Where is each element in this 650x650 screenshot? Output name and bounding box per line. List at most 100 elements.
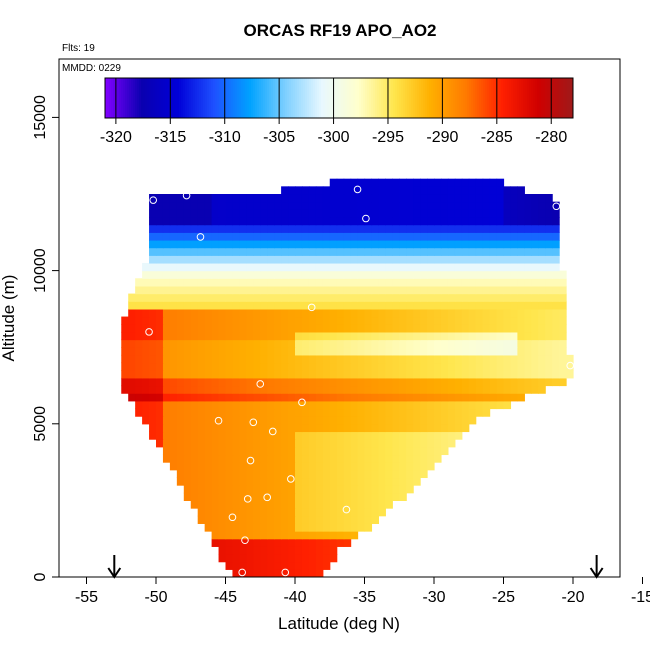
heatmap-cell xyxy=(281,293,289,302)
heatmap-cell xyxy=(329,308,338,318)
heatmap-cell xyxy=(440,400,449,410)
heatmap-cell xyxy=(218,538,227,547)
heatmap-cell xyxy=(385,462,393,471)
heatmap-cell xyxy=(406,232,414,241)
heatmap-cell xyxy=(461,232,470,241)
heatmap-cell xyxy=(350,247,359,256)
heatmap-cell xyxy=(281,324,289,333)
heatmap-cell xyxy=(246,362,254,371)
x-tick-label: -25 xyxy=(492,589,515,606)
heatmap-cell xyxy=(440,186,449,195)
heatmap-cell xyxy=(253,400,261,410)
heatmap-cell xyxy=(510,255,518,264)
heatmap-cell xyxy=(510,370,518,379)
heatmap-cell xyxy=(427,278,435,287)
heatmap-cell xyxy=(468,285,477,295)
heatmap-cell xyxy=(211,354,220,364)
heatmap-cell xyxy=(295,339,303,348)
colorbar-swatch xyxy=(321,78,324,118)
colorbar-swatch xyxy=(543,78,546,118)
heatmap-cell xyxy=(461,385,470,394)
heatmap-cell xyxy=(322,469,331,479)
heatmap-cell xyxy=(454,186,463,195)
heatmap-cell xyxy=(489,393,498,402)
heatmap-cell xyxy=(420,446,428,456)
heatmap-cell xyxy=(468,255,477,264)
heatmap-cell xyxy=(295,293,303,302)
heatmap-cell xyxy=(260,431,268,440)
heatmap-cell xyxy=(503,224,512,233)
heatmap-cell xyxy=(329,408,338,417)
heatmap-cell xyxy=(190,439,199,448)
heatmap-cell xyxy=(183,216,192,226)
heatmap-cell xyxy=(399,377,407,387)
heatmap-cell xyxy=(211,293,220,302)
heatmap-cell xyxy=(156,285,164,295)
heatmap-cell xyxy=(510,232,518,241)
heatmap-cell xyxy=(260,232,268,241)
heatmap-cell xyxy=(364,439,373,448)
heatmap-cell xyxy=(545,331,553,341)
colorbar-swatch xyxy=(175,78,178,118)
heatmap-cell xyxy=(378,270,386,279)
colorbar-swatch xyxy=(125,78,128,118)
heatmap-cell xyxy=(329,385,338,394)
heatmap-cell xyxy=(538,285,546,295)
heatmap-cell xyxy=(357,492,366,501)
heatmap-cell xyxy=(281,347,289,356)
heatmap-cell xyxy=(482,370,491,379)
heatmap-cell xyxy=(482,239,491,249)
heatmap-cell xyxy=(343,308,352,318)
heatmap-cell xyxy=(371,324,379,333)
heatmap-cell xyxy=(239,239,247,249)
heatmap-cell xyxy=(510,339,518,348)
heatmap-cell xyxy=(364,186,373,195)
heatmap-cell xyxy=(399,278,407,287)
heatmap-cell xyxy=(420,270,428,279)
heatmap-cell xyxy=(468,247,477,256)
heatmap-cell xyxy=(308,416,317,425)
heatmap-cell xyxy=(197,255,206,264)
heatmap-cell xyxy=(169,339,178,348)
heatmap-cell xyxy=(420,209,428,218)
heatmap-cell xyxy=(440,416,449,425)
heatmap-cell xyxy=(329,331,338,341)
heatmap-cell xyxy=(253,270,261,279)
heatmap-cell xyxy=(232,347,240,356)
heatmap-cell xyxy=(392,446,400,456)
heatmap-cell xyxy=(183,416,192,425)
heatmap-cell xyxy=(371,247,379,256)
heatmap-cell xyxy=(156,201,164,210)
heatmap-cell xyxy=(420,224,428,233)
heatmap-cell xyxy=(517,354,525,364)
heatmap-cell xyxy=(420,194,428,203)
heatmap-cell xyxy=(447,423,456,433)
heatmap-cell xyxy=(190,469,199,479)
heatmap-cell xyxy=(142,347,150,356)
heatmap-cell xyxy=(301,569,310,577)
heatmap-cell xyxy=(253,554,261,563)
heatmap-cell xyxy=(260,554,268,563)
heatmap-cell xyxy=(176,247,185,256)
heatmap-cell xyxy=(468,362,477,371)
heatmap-cell xyxy=(176,423,185,433)
heatmap-cell xyxy=(301,370,310,379)
heatmap-cell xyxy=(162,201,171,210)
heatmap-cell xyxy=(531,255,539,264)
heatmap-cell xyxy=(169,385,178,394)
heatmap-cell xyxy=(503,393,512,402)
profile-point xyxy=(182,191,191,200)
heatmap-cell xyxy=(225,331,234,341)
heatmap-cell xyxy=(156,339,164,348)
heatmap-cell xyxy=(232,508,240,517)
heatmap-cell xyxy=(246,431,254,440)
heatmap-cell xyxy=(434,194,442,203)
heatmap-cell xyxy=(406,469,414,479)
heatmap-cell xyxy=(392,454,400,463)
colorbar-swatch xyxy=(331,78,334,118)
heatmap-cell xyxy=(149,316,157,325)
heatmap-cell xyxy=(274,408,282,417)
heatmap-cell xyxy=(482,324,491,333)
heatmap-cell xyxy=(156,362,164,371)
heatmap-cell xyxy=(315,201,324,210)
